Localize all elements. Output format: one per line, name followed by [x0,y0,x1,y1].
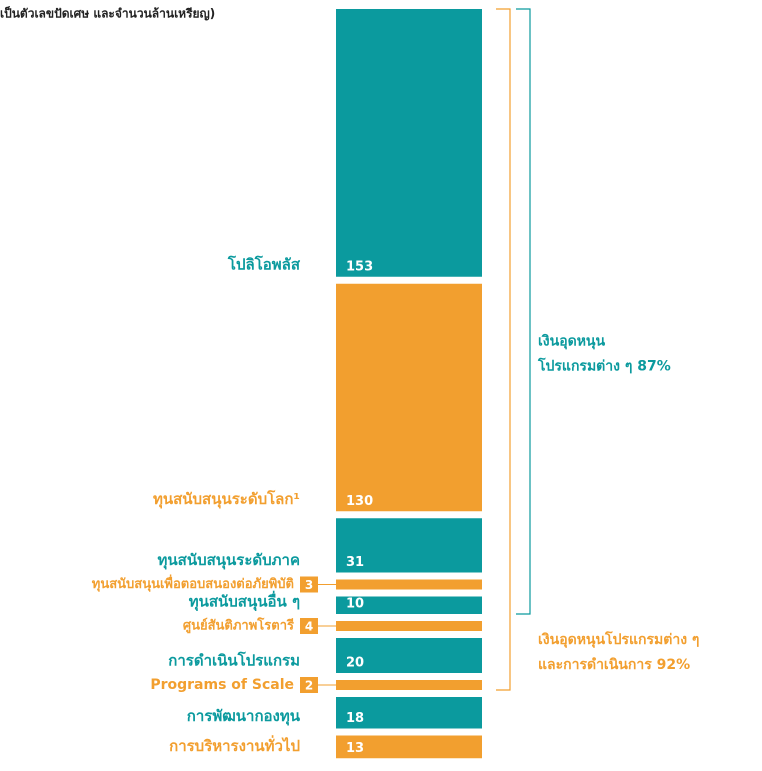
value-label: 3 [305,578,313,592]
value-label: 2 [305,679,313,693]
segment [336,283,482,512]
segment [336,9,482,277]
category-label: ทุนสนับสนุนระดับโลก¹ [153,489,300,509]
segment [336,621,482,631]
segment [336,638,482,673]
segment [336,518,482,573]
value-label: 20 [346,656,364,671]
category-label: การพัฒนากองทุน [187,707,301,726]
category-label: Programs of Scale [150,677,294,693]
category-label: ทุนสนับสนุนอื่น ๆ [189,591,300,612]
category-label: การบริหารงานทั่วไป [169,735,300,755]
chart-subtitle: เป็นตัวเลขปัดเศษ และจำนวนล้านเหรียญ) [0,6,215,21]
value-label: 13 [346,741,364,756]
category-label: ทุนสนับสนุนระดับภาค [158,551,300,570]
value-label: 153 [346,259,373,274]
category-label: การดำเนินโปรแกรม [168,651,300,670]
category-label: ศูนย์สันติภาพโรตารี [183,617,294,634]
bracket [516,8,531,615]
value-box [300,576,318,593]
segment [336,697,482,729]
annotation: เงินอุดหนุนโปรแกรมต่าง ๆ [538,630,699,648]
segment [336,680,482,690]
value-box [300,677,318,693]
annotation: โปรแกรมต่าง ๆ 87% [537,357,671,375]
category-label: โปลิโอพลัส [227,254,301,273]
value-label: 130 [346,494,373,509]
category-label: ทุนสนับสนุนเพื่อตอบสนองต่อภัยพิบัติ [92,574,294,592]
value-label: 18 [346,711,364,726]
value-box [300,618,318,634]
segment [336,579,482,590]
value-label: 10 [346,597,364,612]
annotation: เงินอุดหนุน [538,334,605,350]
bracket [496,8,511,691]
segment [336,735,482,759]
annotation: และการดำเนินการ 92% [538,657,690,673]
value-label: 31 [346,555,364,570]
segment [336,596,482,614]
value-label: 4 [305,620,313,634]
